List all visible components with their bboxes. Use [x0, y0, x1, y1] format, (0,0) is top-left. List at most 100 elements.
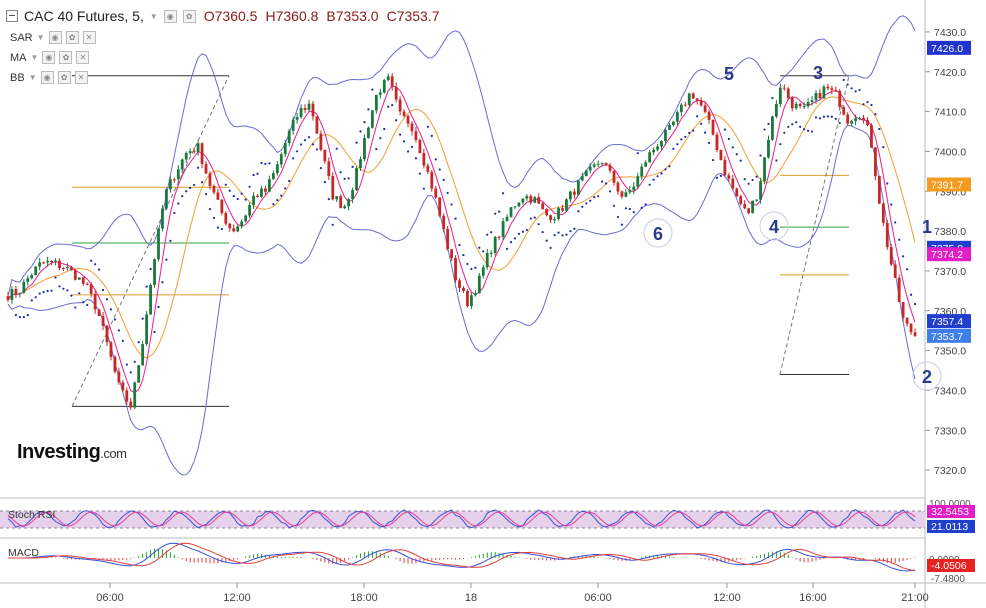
sar-dot [517, 232, 521, 236]
candle-body [73, 270, 77, 280]
sar-dot [652, 178, 655, 181]
candle-body [434, 188, 438, 198]
sar-dot [905, 268, 909, 271]
collapse-icon[interactable] [6, 10, 18, 22]
sar-dot [299, 143, 303, 146]
sar-dot [505, 247, 509, 250]
gear-icon[interactable]: ✿ [57, 71, 71, 84]
sar-dot [446, 191, 449, 195]
sar-dot [814, 116, 818, 119]
candle-body [327, 161, 331, 177]
chevron-down-icon[interactable]: ▼ [149, 11, 158, 21]
chevron-down-icon[interactable]: ▼ [36, 33, 45, 42]
candle-body [846, 114, 850, 124]
chevron-down-icon[interactable]: ▼ [28, 73, 37, 82]
candle-body [303, 108, 307, 110]
close-icon[interactable]: ✕ [74, 71, 88, 84]
sar-dot [628, 207, 631, 211]
sar-dot [189, 186, 192, 190]
candle-body [600, 163, 604, 165]
candle-body [69, 267, 73, 271]
sar-dot [197, 166, 200, 169]
x-axis-tick-label: 12:00 [223, 592, 251, 604]
chevron-down-icon[interactable]: ▼ [30, 53, 39, 62]
sar-dot [303, 139, 307, 142]
eye-icon[interactable]: ◉ [163, 9, 177, 23]
indicator-row-ma[interactable]: MA ▼ ◉ ✿ ✕ [10, 51, 90, 64]
sar-dot [145, 285, 148, 288]
sar-dot [791, 123, 794, 126]
sar-dot [288, 179, 291, 183]
candle-body [97, 309, 101, 317]
candle-body [426, 165, 430, 172]
sar-dot [521, 230, 524, 233]
sar-dot [343, 177, 346, 180]
stoch-rsi-label[interactable]: Stoch RSI [8, 509, 56, 521]
sar-dot [509, 241, 513, 244]
candle-body [913, 332, 917, 336]
gear-icon[interactable]: ✿ [59, 51, 73, 64]
candle-body [192, 151, 196, 153]
sar-dot [200, 181, 204, 184]
candle-body [359, 159, 362, 169]
candle-body [537, 197, 541, 204]
candle-body [687, 93, 691, 106]
candle-body [176, 169, 180, 180]
sar-dot [731, 146, 734, 149]
sar-dot [22, 315, 25, 319]
eye-icon[interactable]: ◉ [40, 71, 54, 84]
candle-body [58, 260, 61, 269]
sar-dot [466, 262, 469, 266]
sar-dot [323, 180, 326, 184]
candle-body [905, 317, 909, 324]
sar-dot [541, 230, 544, 234]
indicator-row-bb[interactable]: BB ▼ ◉ ✿ ✕ [10, 71, 88, 84]
close-icon[interactable]: ✕ [82, 31, 96, 44]
candle-body [616, 182, 620, 192]
sar-dot [46, 289, 49, 293]
sar-dot [577, 210, 580, 213]
eye-icon[interactable]: ◉ [48, 31, 62, 44]
sar-dot [470, 267, 473, 271]
candle-body [145, 314, 149, 345]
close-icon[interactable]: ✕ [76, 51, 90, 64]
candle-body [101, 316, 105, 326]
price-label: 7357.4 [931, 316, 963, 328]
candle-body [382, 80, 386, 93]
candle-body [664, 129, 667, 142]
indicator-row-sar[interactable]: SAR ▼ ◉ ✿ ✕ [10, 31, 96, 44]
candle-body [339, 196, 343, 209]
candle-body [93, 293, 97, 310]
macd-value-1: -4.0506 [931, 560, 967, 572]
candle-body [398, 99, 402, 112]
sar-dot [751, 178, 754, 182]
candle-body [580, 176, 584, 181]
sar-dot [783, 131, 786, 134]
macd-label[interactable]: MACD [8, 547, 39, 559]
sar-dot [668, 165, 671, 168]
sar-dot [878, 127, 881, 131]
x-axis-tick-label: 21:00 [901, 592, 929, 604]
gear-icon[interactable]: ✿ [65, 31, 79, 44]
sar-dot [573, 227, 576, 230]
sar-dot [806, 129, 810, 132]
price-label: 7426.0 [931, 43, 963, 55]
sub-pane-values: 100.0000 32.5453 21.0113 0.0000 -4.0506 … [927, 499, 975, 585]
candle-body [18, 292, 22, 295]
candle-body [759, 181, 762, 200]
sar-dot [719, 174, 723, 178]
gear-icon[interactable]: ✿ [182, 9, 196, 23]
eye-icon[interactable]: ◉ [42, 51, 56, 64]
candle-body [260, 188, 263, 197]
candle-body [54, 260, 57, 262]
candle-body [133, 382, 137, 408]
sar-dot [268, 162, 271, 165]
sar-dot [335, 147, 338, 150]
candle-body [291, 119, 295, 131]
sar-dot [822, 115, 826, 118]
sar-dot [482, 250, 485, 253]
sar-dot [438, 168, 441, 171]
candle-body [307, 103, 311, 110]
candle-body [34, 266, 38, 276]
